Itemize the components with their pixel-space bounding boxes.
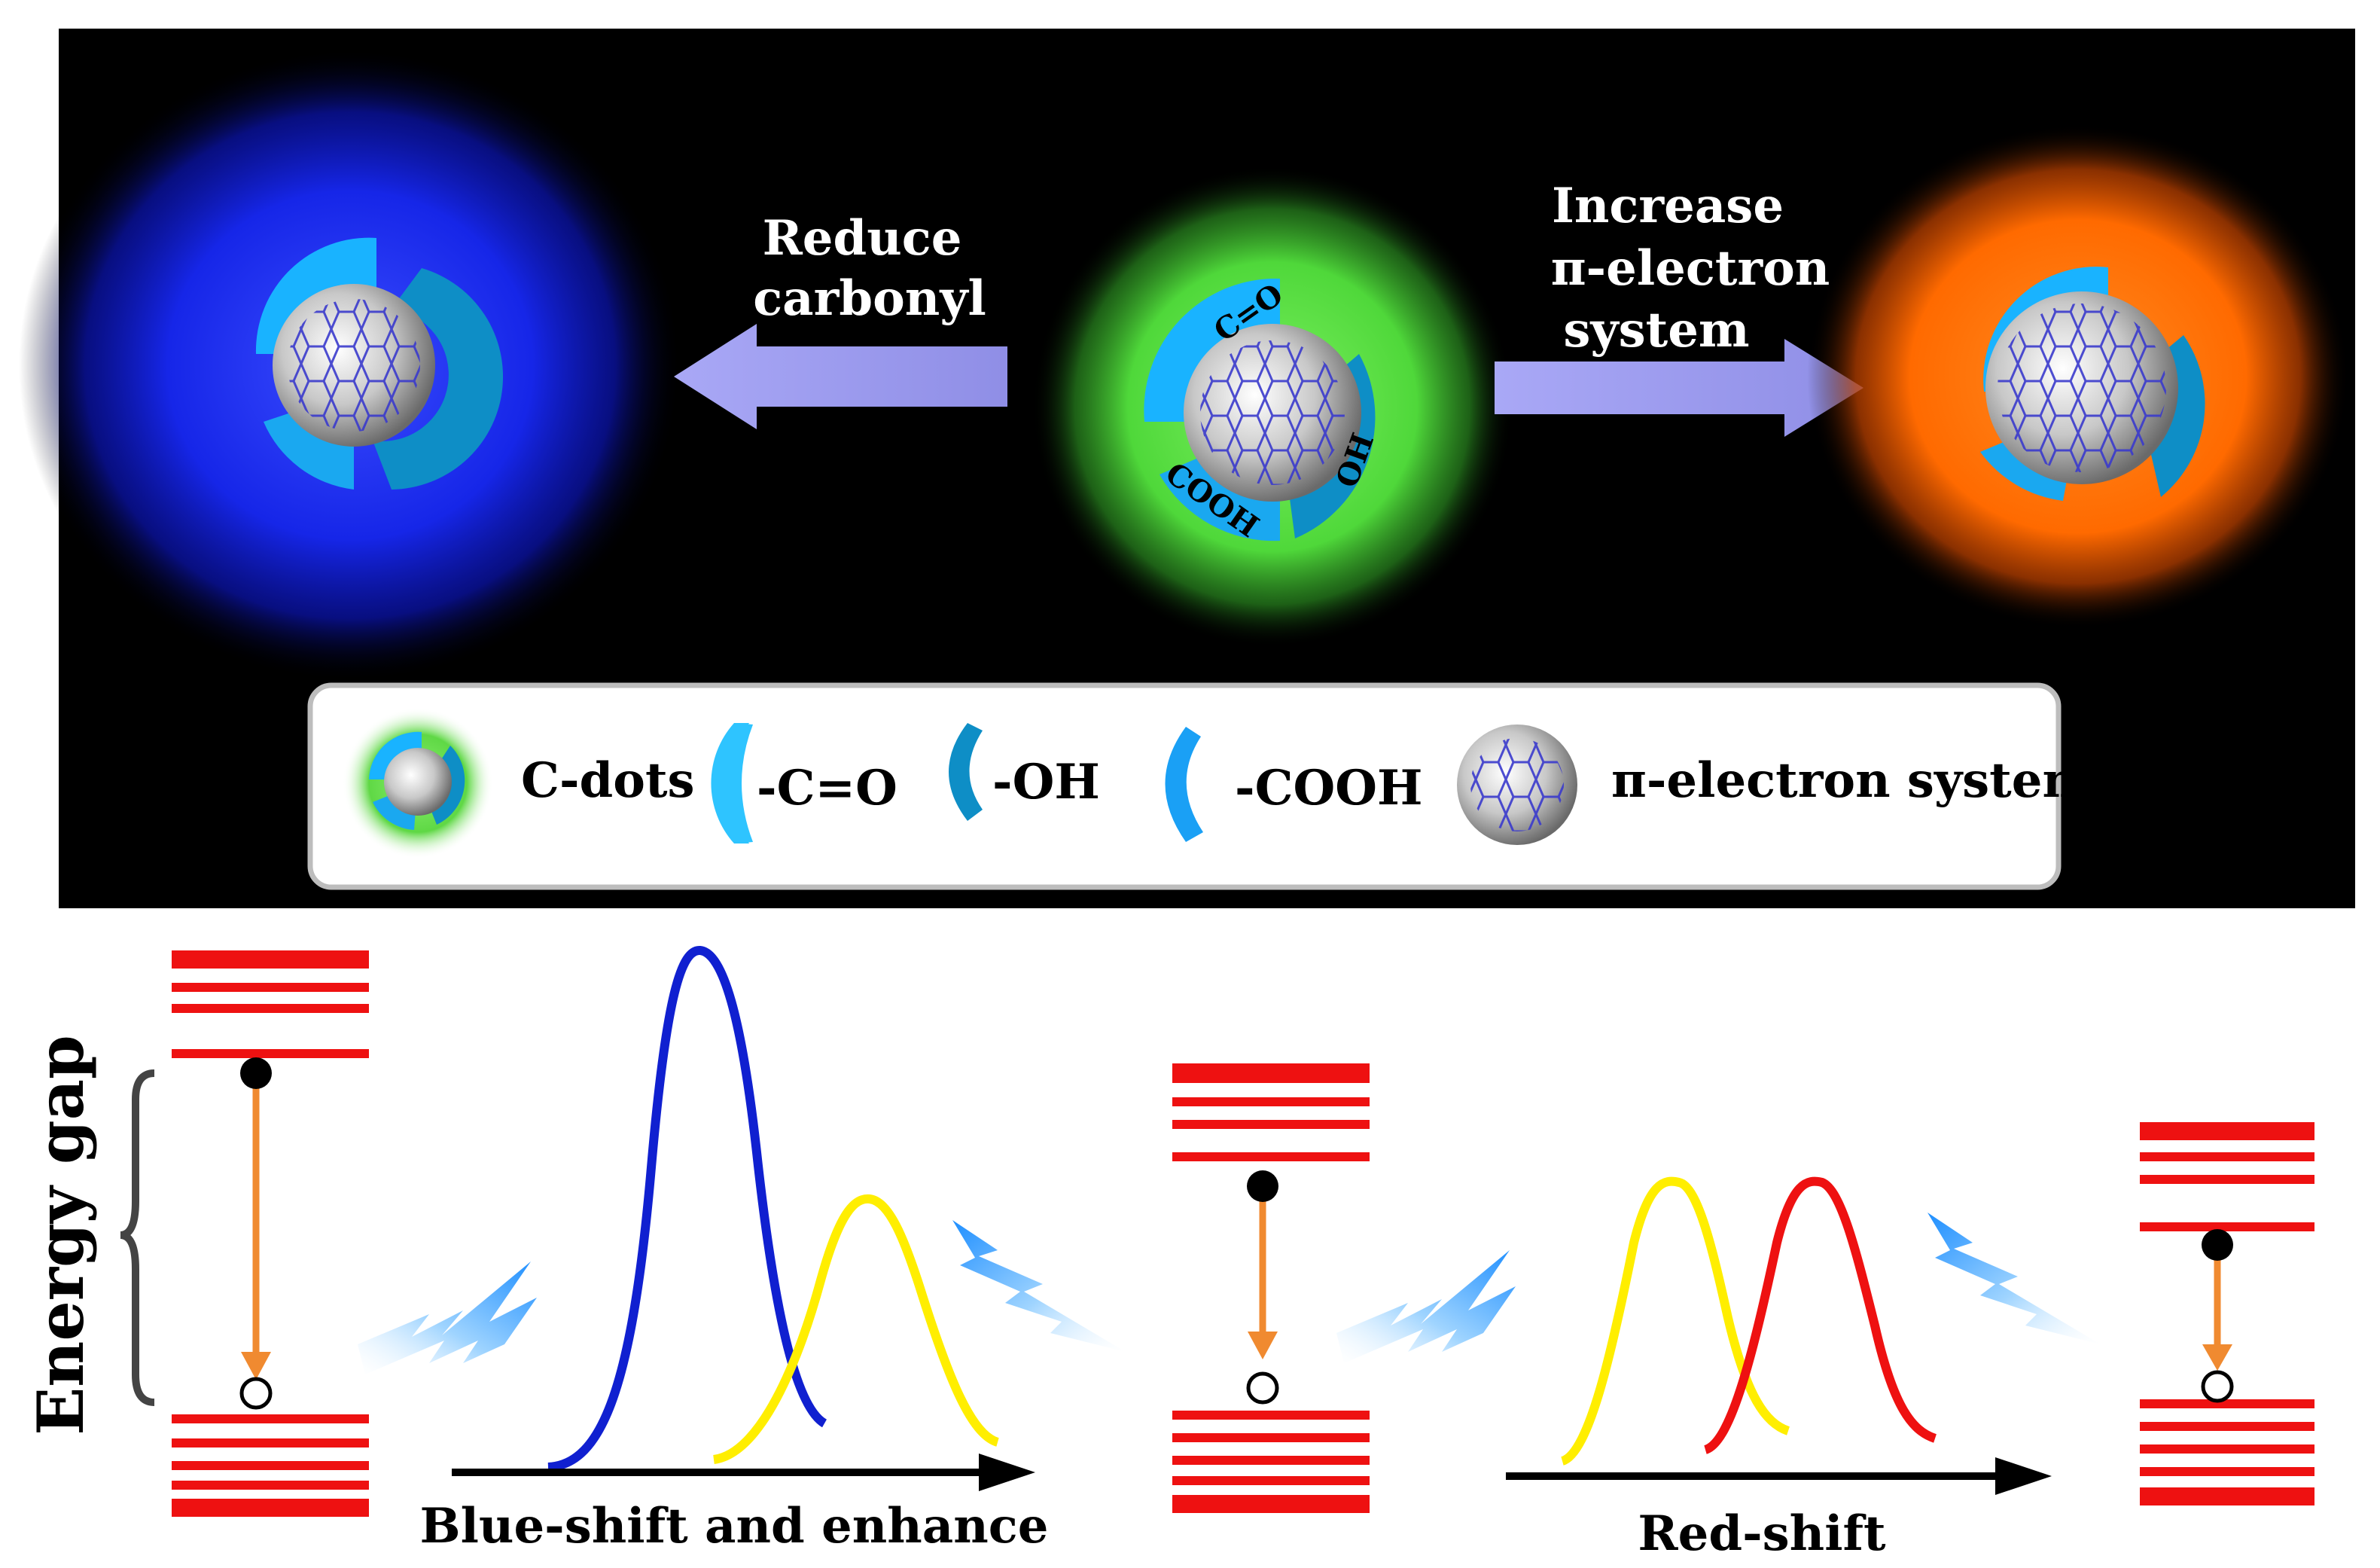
increase-label-line3: system: [1563, 302, 1749, 358]
reduce-label-line2: carbonyl: [753, 270, 986, 327]
energy-levels-left: [172, 950, 369, 1517]
reduce-label-line1: Reduce: [763, 210, 962, 267]
energy-gap-brace: [120, 1069, 155, 1406]
blue-shift-label: Blue-shift and enhance: [420, 1498, 1049, 1554]
yellow-emission-curve-1: [712, 1194, 1000, 1464]
increase-label-line2: π-electron: [1551, 240, 1830, 297]
legend-oh-label: -OH: [992, 754, 1100, 810]
energy-levels-middle: [1172, 1063, 1370, 1513]
lightning-bolt-1: [358, 1261, 537, 1374]
lightning-bolt-2: [952, 1220, 1126, 1352]
legend-c-o-label: -C=O: [757, 760, 897, 816]
yellow-emission-curve-2: [1560, 1176, 1790, 1466]
lightning-bolt-3: [1336, 1250, 1516, 1363]
green-cdot: C=O OH COOH: [1032, 166, 1513, 648]
red-shift-spectra: [1506, 1176, 2052, 1495]
blue-emission-curve: [547, 946, 827, 1472]
legend-box: C-dots -C=O -OH -COOH π-electron system: [307, 682, 2093, 890]
reduce-carbonyl-arrow: [674, 324, 1007, 429]
legend-cooh-label: -COOH: [1235, 760, 1422, 816]
lightning-bolt-4: [1927, 1213, 2101, 1344]
increase-label-line1: Increase: [1552, 178, 1784, 234]
blue-cdot: [19, 49, 681, 682]
red-shift-label: Red-shift: [1638, 1505, 1886, 1562]
legend-pi-label: π-electron system: [1611, 752, 2093, 809]
red-emission-curve: [1703, 1176, 1937, 1454]
orange-cdot: [1807, 124, 2349, 629]
legend-cdots-label: C-dots: [521, 752, 695, 809]
legend-cooh-icon: [1165, 727, 1203, 842]
increase-pi-electron-arrow: [1495, 339, 1863, 437]
energy-gap-label: Energy gap: [23, 1035, 98, 1435]
legend-oh-icon: [949, 723, 983, 821]
energy-levels-right: [2140, 1122, 2314, 1505]
blue-shift-spectra: [452, 946, 1035, 1491]
